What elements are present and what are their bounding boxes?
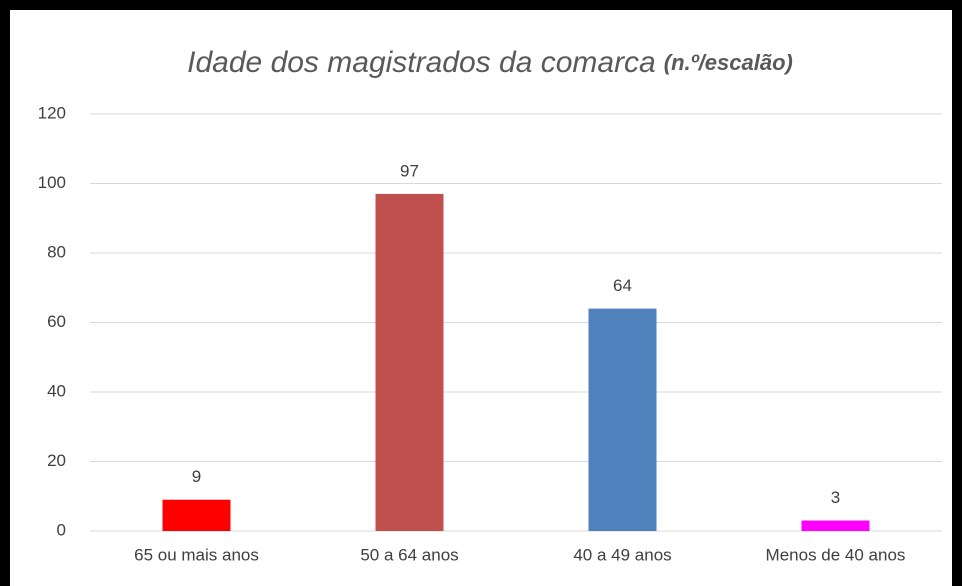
value-label: 3 xyxy=(831,488,840,507)
chart-title: Idade dos magistrados da comarca xyxy=(187,46,656,79)
value-label: 9 xyxy=(192,467,201,486)
x-tick-label: 40 a 49 anos xyxy=(573,545,671,564)
y-tick-label: 0 xyxy=(57,520,66,539)
x-tick-label: 50 a 64 anos xyxy=(360,545,458,564)
y-tick-label: 40 xyxy=(47,381,66,400)
chart-title-group: Idade dos magistrados da comarca (n.º/esc… xyxy=(187,46,793,79)
value-label: 97 xyxy=(400,161,419,180)
x-tick-label: 65 ou mais anos xyxy=(134,545,259,564)
x-tick-label: Menos de 40 anos xyxy=(766,545,906,564)
bar xyxy=(588,308,657,531)
y-tick-label: 20 xyxy=(47,451,66,470)
bar xyxy=(801,520,870,531)
value-label: 64 xyxy=(613,276,632,295)
y-tick-label: 60 xyxy=(47,312,66,331)
bar xyxy=(375,193,444,532)
chart-subtitle: (n.º/escalão) xyxy=(664,50,793,75)
y-tick-label: 120 xyxy=(38,103,66,122)
y-tick-label: 100 xyxy=(38,173,66,192)
y-tick-label: 80 xyxy=(47,242,66,261)
bar xyxy=(162,499,231,531)
